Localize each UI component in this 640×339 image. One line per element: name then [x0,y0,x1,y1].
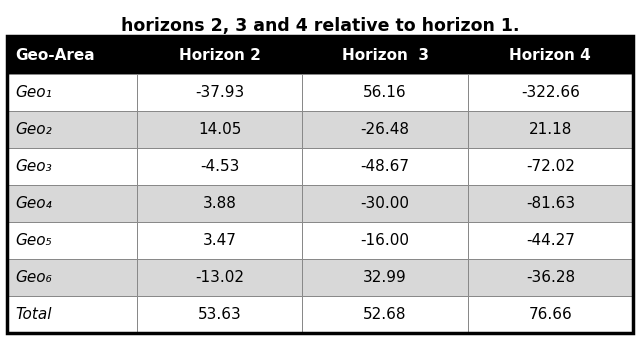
Text: Geo₂: Geo₂ [15,122,52,137]
Text: 3.47: 3.47 [203,233,237,248]
Bar [7,148,137,185]
Text: horizons 2, 3 and 4 relative to horizon 1.: horizons 2, 3 and 4 relative to horizon … [121,17,519,35]
Text: 52.68: 52.68 [364,307,407,322]
Bar [7,296,137,333]
Bar [303,36,468,74]
Text: -37.93: -37.93 [195,85,244,100]
Bar [7,36,633,333]
Text: -30.00: -30.00 [360,196,410,211]
Bar [7,74,137,111]
Text: -26.48: -26.48 [360,122,410,137]
Bar [468,36,633,74]
Text: 56.16: 56.16 [364,85,407,100]
Text: Geo₆: Geo₆ [15,270,52,285]
Bar [7,185,137,222]
Text: -44.27: -44.27 [526,233,575,248]
Bar [7,111,137,148]
Text: 76.66: 76.66 [529,307,572,322]
Text: Geo₃: Geo₃ [15,159,52,174]
Bar [7,259,137,296]
Bar [468,148,633,185]
Text: -4.53: -4.53 [200,159,239,174]
Text: -16.00: -16.00 [360,233,410,248]
Bar [303,111,468,148]
Bar [303,222,468,259]
Text: 32.99: 32.99 [364,270,407,285]
Bar [137,222,303,259]
Text: -81.63: -81.63 [526,196,575,211]
Bar [303,296,468,333]
Text: Geo₄: Geo₄ [15,196,52,211]
Bar [303,259,468,296]
Text: 53.63: 53.63 [198,307,242,322]
Bar [137,111,303,148]
Bar [468,185,633,222]
Text: Total: Total [15,307,51,322]
Text: 21.18: 21.18 [529,122,572,137]
Text: -36.28: -36.28 [526,270,575,285]
Bar [7,36,137,74]
Bar [137,259,303,296]
Text: -48.67: -48.67 [360,159,410,174]
Bar [468,259,633,296]
Bar [303,148,468,185]
Bar [137,296,303,333]
Text: -72.02: -72.02 [526,159,575,174]
Bar [468,74,633,111]
Text: Geo₁: Geo₁ [15,85,52,100]
Bar [137,185,303,222]
Text: Horizon  3: Horizon 3 [342,47,429,62]
Bar [468,296,633,333]
Text: 14.05: 14.05 [198,122,241,137]
Text: Geo₅: Geo₅ [15,233,52,248]
Text: 3.88: 3.88 [203,196,237,211]
Bar [303,74,468,111]
Text: -322.66: -322.66 [521,85,580,100]
Bar [137,36,303,74]
Bar [137,74,303,111]
Text: Geo-Area: Geo-Area [15,47,95,62]
Bar [7,222,137,259]
Text: Horizon 2: Horizon 2 [179,47,260,62]
Text: Horizon 4: Horizon 4 [509,47,591,62]
Bar [137,148,303,185]
Bar [468,111,633,148]
Text: -13.02: -13.02 [195,270,244,285]
Bar [303,185,468,222]
Bar [468,222,633,259]
